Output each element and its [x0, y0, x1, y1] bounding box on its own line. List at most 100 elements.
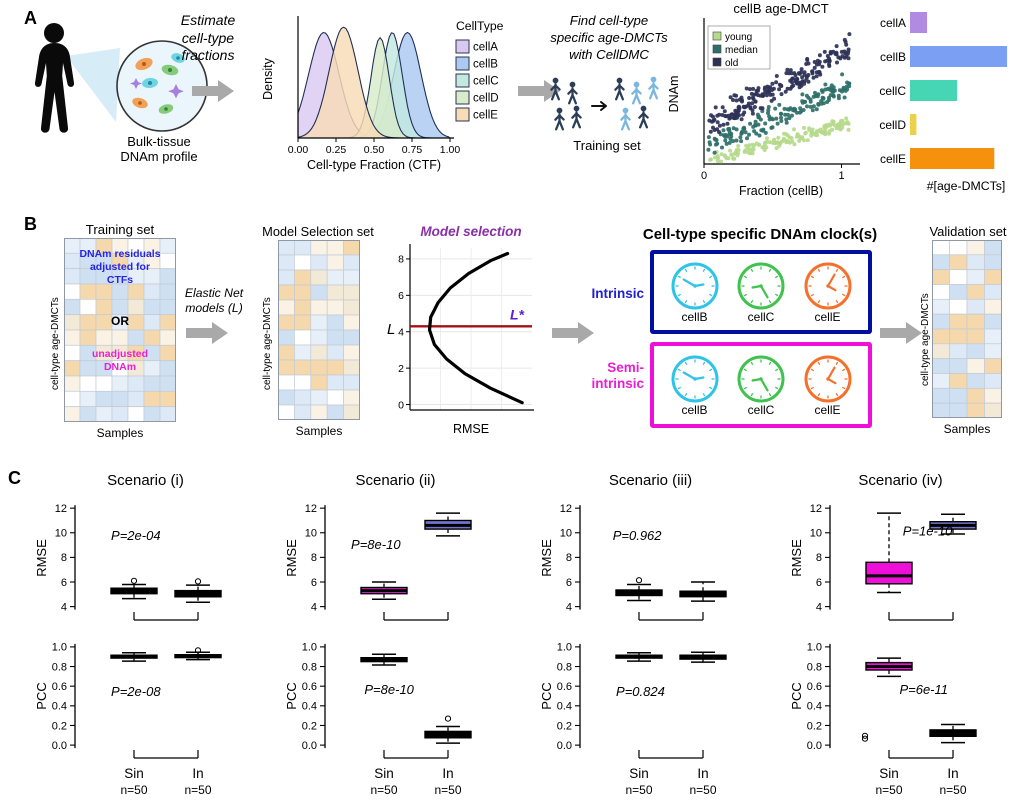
svg-text:0.6: 0.6 [807, 681, 822, 693]
svg-text:old: old [725, 58, 738, 69]
svg-text:0.0: 0.0 [807, 740, 822, 752]
svg-text:0.2: 0.2 [52, 720, 67, 732]
svg-text:n=50: n=50 [939, 783, 966, 797]
svg-text:n=50: n=50 [434, 783, 461, 797]
person-icon [554, 107, 565, 131]
svg-text:cellC: cellC [473, 76, 499, 88]
scenario-4-title: Scenario (iv) [858, 472, 943, 489]
clock-face-icon [737, 355, 785, 403]
training-set-title: Training set [85, 222, 155, 237]
semi-intrinsic-label: Semi- intrinsic [591, 360, 644, 392]
human-head [44, 23, 64, 43]
validation-set-title: Validation set [929, 224, 1007, 239]
svg-text:RMSE: RMSE [453, 422, 489, 436]
svg-text:In: In [697, 766, 708, 781]
svg-text:n=50: n=50 [120, 783, 147, 797]
svg-text:0.75: 0.75 [402, 144, 423, 156]
training-set-people [550, 76, 659, 131]
svg-text:PCC: PCC [539, 682, 554, 709]
svg-text:1.0: 1.0 [302, 642, 317, 654]
svg-text:n=50: n=50 [370, 783, 397, 797]
svg-text:L: L [387, 321, 395, 338]
svg-text:8: 8 [311, 552, 317, 564]
svg-text:1.0: 1.0 [807, 642, 822, 654]
clock-label: cellE [814, 310, 841, 324]
svg-text:0.25: 0.25 [326, 144, 347, 156]
svg-text:Fraction (cellB): Fraction (cellB) [739, 184, 823, 198]
intrinsic-clocks: cellB cellC cellE [654, 254, 868, 330]
panel-c-label: C [8, 468, 21, 488]
svg-text:CellType: CellType [456, 19, 504, 33]
svg-text:0.6: 0.6 [52, 681, 67, 693]
training-heatmap [64, 238, 176, 422]
svg-text:RMSE: RMSE [34, 539, 49, 577]
svg-text:0: 0 [398, 399, 404, 411]
svg-text:10: 10 [55, 528, 67, 540]
svg-text:In: In [947, 766, 958, 781]
clock-cellC: cellC [735, 260, 787, 324]
svg-text:0.2: 0.2 [557, 720, 572, 732]
model-selection-set-title: Model Selection set [262, 224, 374, 239]
svg-text:6: 6 [398, 290, 404, 302]
clock-face-icon [804, 355, 851, 403]
svg-text:6: 6 [816, 577, 822, 589]
scenario-4-pcc-boxplot: 0.0 0.2 0.4 0.6 0.8 1.0 PCC P=6e-11 Sin n=50 In n=5… [789, 642, 977, 797]
person-icon-highlight [631, 81, 642, 105]
svg-text:0.8: 0.8 [302, 661, 317, 673]
clock-face-icon [671, 355, 718, 403]
svg-text:6: 6 [61, 577, 67, 589]
selection-samples-label: Samples [295, 424, 343, 438]
svg-text:Density: Density [261, 57, 275, 99]
svg-text:Sin: Sin [879, 766, 899, 781]
svg-text:Sin: Sin [629, 766, 649, 781]
clock-face-icon [737, 262, 785, 310]
clock-label: cellB [681, 310, 708, 324]
svg-text:4: 4 [566, 601, 572, 613]
svg-text:1.0: 1.0 [557, 642, 572, 654]
svg-text:8: 8 [61, 552, 67, 564]
svg-text:PCC: PCC [789, 682, 804, 709]
svg-text:PCC: PCC [34, 682, 49, 709]
svg-text:P=1e-10: P=1e-10 [903, 524, 953, 539]
svg-text:8: 8 [398, 254, 404, 266]
magnifier-beam [66, 48, 120, 122]
svg-text:1.0: 1.0 [52, 642, 67, 654]
selection-heatmap [278, 240, 360, 420]
svg-text:2: 2 [398, 363, 404, 375]
estimate-ctf-label: Estimate cell-type fractions [180, 12, 236, 63]
svg-text:8: 8 [566, 552, 572, 564]
validation-samples-label: Samples [943, 422, 991, 436]
box-Sin [865, 561, 913, 585]
clock-cellC: cellC [735, 353, 787, 417]
person-icon [567, 81, 578, 105]
bulk-tissue-caption: Bulk-tissue DNAm profile [120, 134, 198, 165]
svg-text:RMSE: RMSE [284, 539, 299, 577]
cellb-scatter-chart: cellB age-DMCT 0 1 Fraction (cellB) DNAm youn… [667, 1, 860, 198]
svg-text:6: 6 [566, 577, 572, 589]
svg-text:0.8: 0.8 [557, 661, 572, 673]
svg-text:0.8: 0.8 [52, 661, 67, 673]
training-set-caption: Training set [573, 138, 641, 153]
svg-text:n=50: n=50 [875, 783, 902, 797]
flow-arrow-3 [186, 322, 228, 344]
svg-text:P=8e-10: P=8e-10 [364, 682, 414, 697]
clock-cellB: cellB [669, 260, 721, 324]
scenario-1-title: Scenario (i) [107, 472, 184, 489]
ctf-density-chart: 0.00 0.25 0.50 0.75 1.00 Cell-type Fraction (… [261, 16, 504, 172]
scenario-3-rmse-boxplot: 4 6 8 10 12 RMSE P=0.962 [539, 503, 727, 621]
clock-cellE: cellE [802, 353, 854, 417]
person-icon [571, 105, 582, 129]
find-dmct-label: Find cell-type specific age-DMCTs with C… [550, 13, 668, 63]
svg-text:4: 4 [816, 601, 822, 613]
svg-text:0.2: 0.2 [807, 720, 822, 732]
panel-a-label: A [24, 8, 37, 28]
svg-text:RMSE: RMSE [789, 539, 804, 577]
svg-text:n=50: n=50 [625, 783, 652, 797]
svg-text:12: 12 [55, 503, 67, 515]
svg-text:cellB age-DMCT: cellB age-DMCT [733, 1, 828, 16]
svg-text:12: 12 [810, 503, 822, 515]
flow-arrow-1 [192, 80, 234, 102]
semi-intrinsic-clock-box: cellB cellC cellE [650, 342, 872, 428]
svg-text:0.00: 0.00 [288, 144, 309, 156]
